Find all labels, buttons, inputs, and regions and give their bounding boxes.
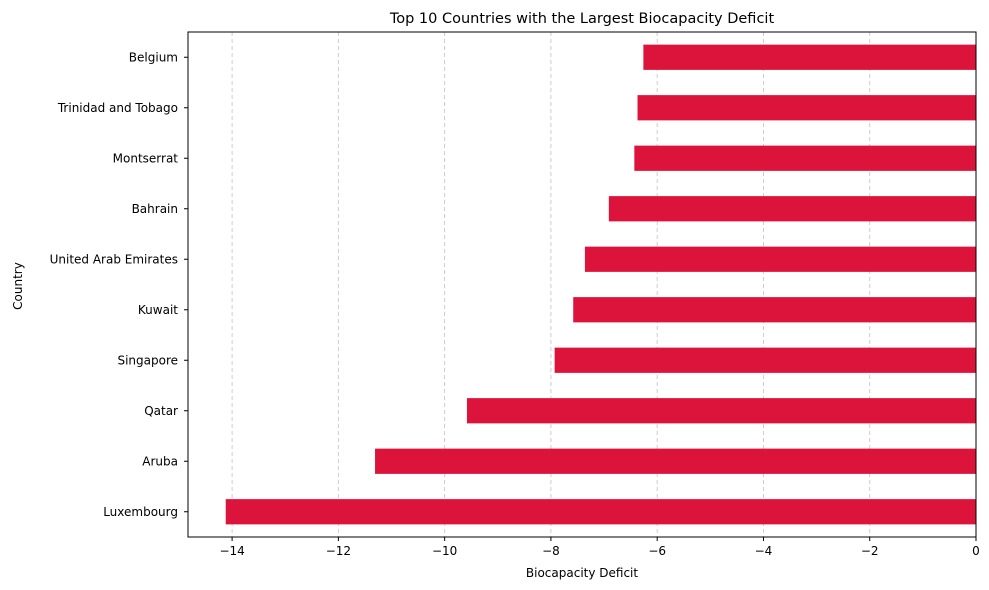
bar xyxy=(573,297,976,323)
y-tick-label: Trinidad and Tobago xyxy=(57,101,178,115)
bar xyxy=(554,347,976,373)
x-tick-label: −2 xyxy=(861,544,879,558)
x-tick-label: −14 xyxy=(219,544,244,558)
x-tick-label: −6 xyxy=(648,544,666,558)
y-tick-label: Bahrain xyxy=(132,202,178,216)
y-tick-label: United Arab Emirates xyxy=(50,252,178,266)
y-tick-label: Aruba xyxy=(142,454,178,468)
x-axis-ticks: −14 −12 −10 −8 −6 −4 −2 0 xyxy=(219,537,980,558)
y-tick-label: Luxembourg xyxy=(103,505,178,519)
y-tick-label: Belgium xyxy=(129,50,178,64)
x-tick-label: −4 xyxy=(755,544,773,558)
bar xyxy=(634,145,976,171)
x-tick-label: −8 xyxy=(542,544,560,558)
bar xyxy=(225,499,977,525)
y-axis-ticks: Belgium Trinidad and Tobago Montserrat Bahr… xyxy=(50,50,188,519)
x-tick-label: −12 xyxy=(326,544,351,558)
y-tick-label: Montserrat xyxy=(113,151,179,165)
bar xyxy=(584,246,976,272)
y-axis-title: Country xyxy=(11,262,25,310)
bar xyxy=(608,196,976,222)
x-tick-label: −10 xyxy=(432,544,457,558)
chart-title: Top 10 Countries with the Largest Biocap… xyxy=(389,11,775,27)
bars xyxy=(225,44,977,525)
y-tick-label: Singapore xyxy=(117,353,178,367)
bar xyxy=(637,95,976,121)
bar xyxy=(643,44,976,70)
x-tick-label: 0 xyxy=(972,544,980,558)
plot-frame xyxy=(187,31,977,538)
bar xyxy=(466,398,976,424)
bar xyxy=(375,448,976,474)
axes xyxy=(187,31,977,538)
y-tick-label: Qatar xyxy=(144,404,178,418)
y-tick-label: Kuwait xyxy=(138,303,178,317)
x-axis-title: Biocapacity Deficit xyxy=(526,566,638,580)
